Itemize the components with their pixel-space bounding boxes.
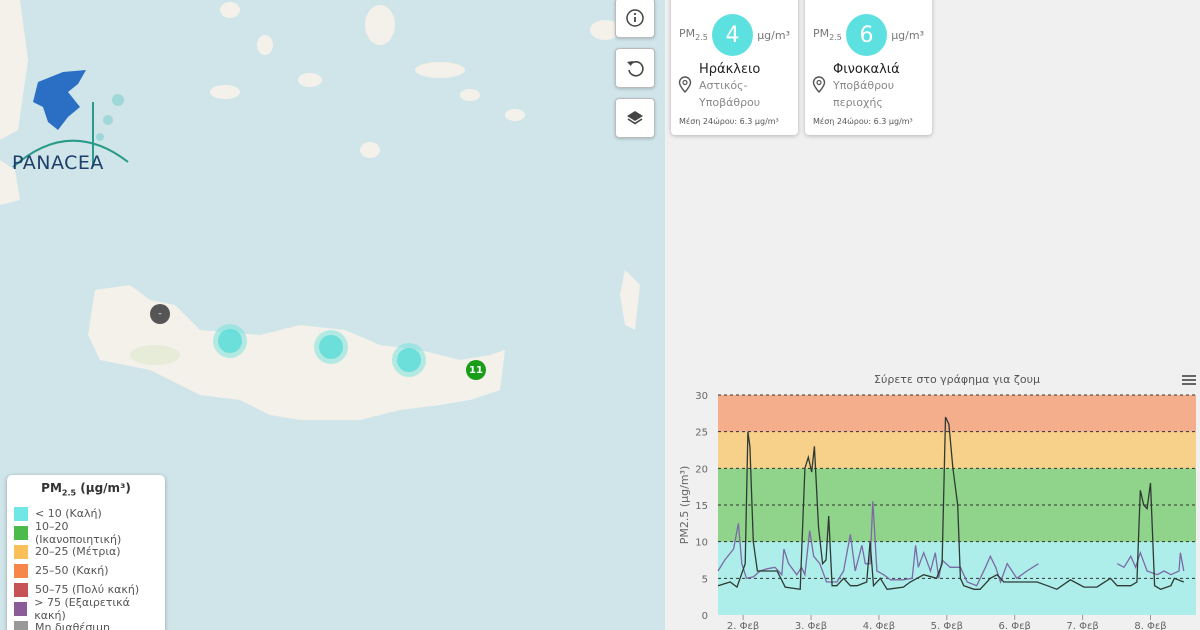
- pm-unit: μg/m³: [757, 28, 790, 42]
- band-1: [718, 468, 1196, 542]
- legend-title: PM2.5 (μg/m³): [41, 481, 131, 498]
- pm-label: PM2.5: [813, 27, 842, 43]
- pm-value-bubble: 6: [845, 14, 888, 56]
- band-3: [718, 395, 1196, 432]
- legend-label: 25–50 (Κακή): [35, 564, 109, 578]
- y-tick-label: 15: [695, 501, 708, 512]
- legend-swatch: [14, 582, 28, 597]
- legend-item: 20–25 (Μέτρια): [14, 542, 158, 561]
- x-tick-label: 3. Φεβ: [795, 621, 827, 630]
- pm-unit: μg/m³: [891, 28, 924, 42]
- legend: PM2.5 (μg/m³) < 10 (Καλή) 10–20 (Ικανοποι…: [7, 475, 165, 630]
- reset-view-button[interactable]: [615, 48, 655, 88]
- cluster-marker[interactable]: [392, 343, 426, 377]
- legend-label: < 10 (Καλή): [35, 507, 102, 521]
- station-card-finokalia[interactable]: PM2.5 6 μg/m³ Φινοκαλιά Υποβάθρου περιοχ…: [805, 0, 932, 135]
- cluster-marker[interactable]: [314, 330, 348, 364]
- y-tick-label: 30: [695, 391, 708, 402]
- y-tick-label: 25: [695, 428, 708, 439]
- legend-item: Μη διαθέσιμη: [14, 618, 158, 630]
- logo-text: PANACEA: [12, 152, 104, 174]
- daily-average: Μέση 24ώρου: 6.3 μg/m³: [679, 117, 779, 126]
- y-tick-label: 5: [702, 574, 708, 585]
- legend-label: 20–25 (Μέτρια): [35, 545, 121, 559]
- legend-swatch: [14, 506, 28, 521]
- hamburger-icon[interactable]: [1182, 375, 1196, 385]
- location-pin-icon: [678, 76, 692, 94]
- station-marker[interactable]: 11: [466, 360, 486, 380]
- x-tick-label: 4. Φεβ: [863, 621, 895, 630]
- station-type-2: περιοχής: [833, 96, 883, 109]
- legend-item: 10–20 (Ικανοποιητική): [14, 520, 158, 546]
- info-button[interactable]: [615, 0, 655, 38]
- y-axis-label: PM2.5 (μg/m³): [678, 466, 691, 545]
- station-type-2: Υποβάθρου: [699, 96, 761, 109]
- pm25-chart[interactable]: Σύρετε στο γράφημα για ζουμ 0 5 10 15 20 25 30 2…: [668, 366, 1200, 630]
- legend-swatch: [14, 525, 28, 540]
- y-tick-label: 10: [695, 538, 708, 549]
- cluster-marker[interactable]: [213, 324, 247, 358]
- x-tick-label: 5. Φεβ: [931, 621, 963, 630]
- x-tick-label: 7. Φεβ: [1066, 621, 1098, 630]
- station-type-1: Αστικός-: [699, 79, 748, 92]
- y-tick-label: 20: [695, 464, 708, 475]
- legend-swatch: [14, 620, 28, 630]
- y-tick-label: 0: [702, 611, 708, 622]
- legend-item: > 75 (Εξαιρετικά κακή): [14, 596, 158, 622]
- map-basemap: [0, 0, 640, 420]
- station-name: Φινοκαλιά: [833, 62, 900, 77]
- series-line-0: [717, 416, 1185, 591]
- station-marker-unavailable[interactable]: -: [150, 304, 170, 324]
- legend-item: 50–75 (Πολύ κακή): [14, 580, 158, 599]
- x-tick-label: 2. Φεβ: [727, 621, 759, 630]
- pm-value-bubble: 4: [711, 14, 754, 56]
- station-card-heraklion[interactable]: PM2.5 4 μg/m³ Ηράκλειο Αστικός- Υποβάθρο…: [671, 0, 798, 135]
- station-type-1: Υποβάθρου: [833, 79, 895, 92]
- legend-label: > 75 (Εξαιρετικά κακή): [34, 595, 130, 622]
- legend-swatch: [14, 601, 28, 616]
- legend-swatch: [14, 563, 28, 578]
- daily-average: Μέση 24ώρου: 6.3 μg/m³: [813, 117, 913, 126]
- location-pin-icon: [812, 76, 826, 94]
- info-icon: [626, 9, 644, 27]
- legend-label: Μη διαθέσιμη: [35, 621, 111, 630]
- legend-label: 50–75 (Πολύ κακή): [35, 583, 140, 597]
- station-name: Ηράκλειο: [699, 62, 761, 77]
- chart-title: Σύρετε στο γράφημα για ζουμ: [874, 373, 1040, 386]
- panacea-logo: [12, 70, 129, 168]
- band-0: [718, 541, 1196, 615]
- map[interactable]: PANACEA - 11 PM2.5 (μg/m³) < 10 (Καλή) 10…: [0, 0, 665, 630]
- legend-item: < 10 (Καλή): [14, 504, 158, 523]
- pm-label: PM2.5: [679, 27, 708, 43]
- reset-icon: [627, 61, 644, 77]
- legend-label: 10–20 (Ικανοποιητική): [34, 519, 122, 546]
- legend-item: 25–50 (Κακή): [14, 561, 158, 580]
- legend-swatch: [14, 544, 28, 559]
- x-tick-label: 6. Φεβ: [999, 621, 1031, 630]
- band-2: [718, 431, 1196, 469]
- x-tick-label: 8. Φεβ: [1134, 621, 1166, 630]
- layers-icon: [627, 111, 643, 125]
- layers-button[interactable]: [615, 98, 655, 138]
